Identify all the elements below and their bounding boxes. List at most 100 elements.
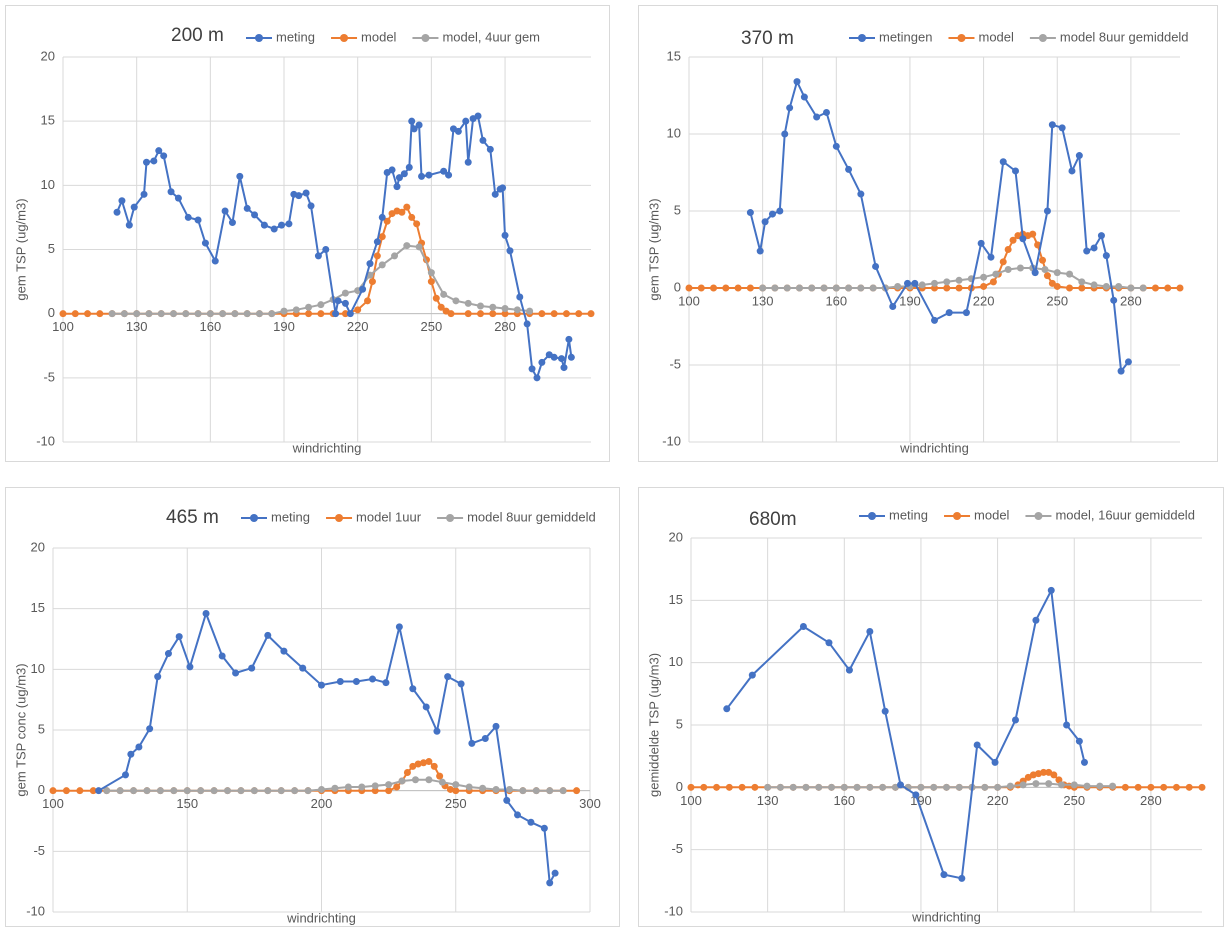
data-point xyxy=(140,190,148,198)
data-point xyxy=(503,796,511,804)
data-point xyxy=(314,252,322,260)
data-point xyxy=(385,781,393,789)
data-point xyxy=(130,203,138,211)
data-point xyxy=(291,787,299,795)
data-point xyxy=(278,221,286,229)
series-line xyxy=(53,760,577,792)
data-point xyxy=(280,647,288,655)
data-point xyxy=(121,771,129,779)
data-point xyxy=(881,707,889,715)
data-point xyxy=(440,290,448,298)
data-point xyxy=(565,335,573,343)
data-point xyxy=(1090,281,1098,289)
y-tick-label: 0 xyxy=(676,779,683,794)
data-point xyxy=(533,374,541,382)
data-point xyxy=(550,310,558,318)
x-tick-label: 160 xyxy=(833,793,855,808)
data-point xyxy=(513,306,521,314)
data-point xyxy=(49,787,57,795)
data-point xyxy=(489,303,497,311)
data-point xyxy=(1068,167,1076,175)
data-point xyxy=(96,310,104,318)
data-point xyxy=(1078,278,1086,286)
data-point xyxy=(781,130,789,138)
data-point xyxy=(538,358,546,366)
data-point xyxy=(368,278,376,286)
data-point xyxy=(516,293,524,301)
series-line xyxy=(749,78,1130,374)
data-point xyxy=(395,623,403,631)
data-point xyxy=(1075,737,1083,745)
data-point xyxy=(973,741,981,749)
data-point xyxy=(378,233,386,241)
data-point xyxy=(373,238,381,246)
data-point xyxy=(822,108,830,116)
data-point xyxy=(251,211,259,219)
data-point xyxy=(411,776,419,784)
data-point xyxy=(243,310,251,318)
data-point xyxy=(1176,284,1184,292)
data-point xyxy=(840,783,848,791)
data-point xyxy=(853,783,861,791)
legend-marker xyxy=(335,514,344,522)
x-tick-label: 250 xyxy=(445,796,467,811)
data-point xyxy=(857,284,865,292)
data-point xyxy=(501,310,509,318)
data-point xyxy=(391,252,399,260)
data-point xyxy=(371,782,379,790)
data-point xyxy=(427,278,435,286)
y-tick-label: 10 xyxy=(41,177,55,192)
data-point xyxy=(550,353,558,361)
data-point xyxy=(464,158,472,166)
legend-label: model xyxy=(361,29,397,44)
data-point xyxy=(1124,358,1132,366)
data-point xyxy=(481,734,489,742)
series-line xyxy=(116,114,573,381)
data-point xyxy=(135,743,143,751)
series-line xyxy=(762,267,1144,289)
data-point xyxy=(334,297,342,305)
data-point xyxy=(341,289,349,297)
data-point xyxy=(218,652,226,660)
legend-label: model, 16uur gemiddeld xyxy=(1055,507,1194,522)
data-point xyxy=(156,787,164,795)
data-point xyxy=(292,306,300,314)
data-point xyxy=(1009,236,1017,244)
data-point xyxy=(560,364,568,372)
data-point xyxy=(237,787,245,795)
legend-marker xyxy=(1034,512,1043,520)
data-point xyxy=(687,783,695,791)
data-point xyxy=(331,784,339,792)
data-point xyxy=(388,166,396,174)
data-point xyxy=(371,787,379,795)
data-point xyxy=(280,307,288,315)
data-point xyxy=(410,125,418,133)
data-point xyxy=(476,302,484,310)
x-axis-label: windrichting xyxy=(911,909,981,924)
data-point xyxy=(465,783,473,791)
data-point xyxy=(264,631,272,639)
x-tick-label: 100 xyxy=(52,319,74,334)
data-point xyxy=(1083,782,1091,790)
x-tick-label: 190 xyxy=(273,319,295,334)
chart-title: 465 m xyxy=(166,507,219,528)
data-point xyxy=(420,759,428,767)
data-point xyxy=(1078,284,1086,292)
data-point xyxy=(1048,121,1056,129)
data-point xyxy=(845,284,853,292)
data-point xyxy=(318,785,325,793)
data-point xyxy=(955,783,963,791)
data-point xyxy=(746,284,754,292)
data-point xyxy=(447,310,455,318)
legend-marker xyxy=(1038,34,1047,42)
data-point xyxy=(1121,783,1129,791)
data-point xyxy=(987,253,995,261)
data-point xyxy=(1134,783,1142,791)
data-point xyxy=(1032,780,1040,788)
x-tick-label: 250 xyxy=(421,319,443,334)
data-point xyxy=(1066,284,1074,292)
data-point xyxy=(1041,266,1049,274)
x-tick-label: 100 xyxy=(42,796,64,811)
data-point xyxy=(1047,586,1055,594)
